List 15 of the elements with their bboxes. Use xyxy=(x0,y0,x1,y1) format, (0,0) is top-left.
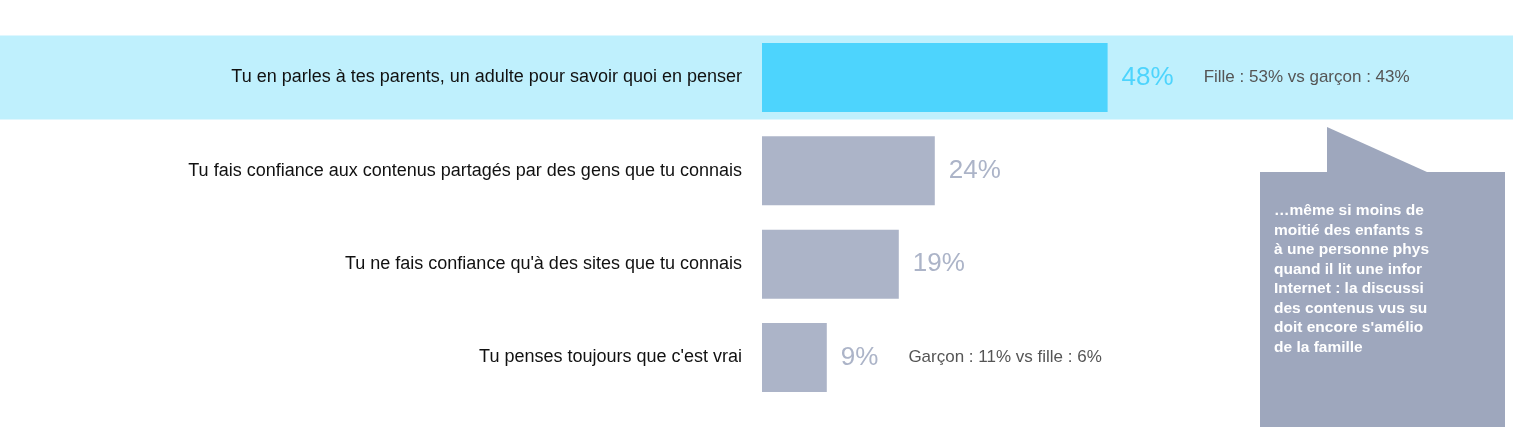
annotation: Garçon : 11% vs fille : 6% xyxy=(908,347,1102,367)
text: Fille : 53% vs garçon : 43% xyxy=(1203,67,1410,87)
y-tick-label: Tu en parles à tes parents, un adulte pour savoir quoi en penser xyxy=(231,66,742,87)
bar xyxy=(762,136,935,206)
bar xyxy=(762,42,1108,113)
bar xyxy=(762,229,899,299)
bar xyxy=(762,322,827,393)
data-label: 24% xyxy=(948,154,1001,184)
y-tick-label: Tu ne fais confiance qu'à des sites que tu connais xyxy=(344,253,742,274)
y-tick-label: Tu penses toujours que c'est vrai xyxy=(479,346,742,367)
data-label: 9% xyxy=(840,340,879,371)
text: …même si moins de moitié des enfants s à une personne phys quand il lit une infor Internet : la discussi des contenus vus su doit encore s'amélio de la famille xyxy=(1260,172,1505,427)
data-label: 48% xyxy=(1121,60,1174,91)
data-label: 19% xyxy=(912,247,965,278)
y-tick-label: Tu fais confiance aux contenus partagés par des gens que tu connais xyxy=(188,159,742,180)
